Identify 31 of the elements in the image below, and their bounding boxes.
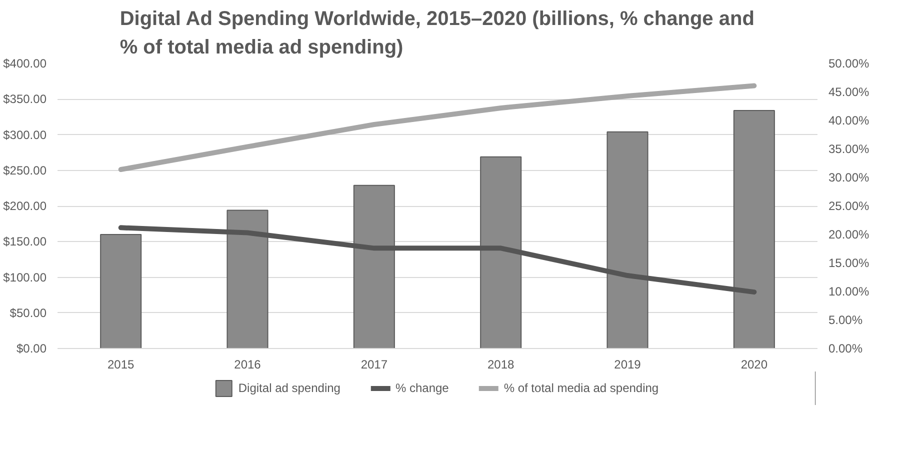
y-tick-label: $200.00 [3, 199, 47, 213]
legend-label: Digital ad spending [238, 381, 340, 395]
y2-tick-label: 45.00% [828, 85, 870, 99]
y-tick-label: $100.00 [3, 270, 47, 284]
y2-tick-label: 40.00% [828, 114, 870, 128]
x-tick-label: 2016 [234, 358, 262, 372]
y2-tick-label: 20.00% [828, 228, 870, 242]
y2-tick-label: 50.00% [828, 56, 870, 70]
y-tick-label: $350.00 [3, 92, 47, 106]
y2-tick-label: 0.00% [828, 342, 863, 356]
chart-title: Digital Ad Spending Worldwide, 2015–2020 (billions, % change and % of total media ad spending) [120, 8, 754, 58]
y-tick-label: $400.00 [3, 56, 47, 70]
y-tick-label: $250.00 [3, 163, 47, 178]
y-tick-label: $0.00 [16, 342, 47, 356]
y2-tick-label: 30.00% [828, 170, 870, 184]
x-tick-label: 2019 [614, 358, 642, 372]
y-tick-label: $150.00 [3, 234, 47, 249]
x-tick-label: 2020 [740, 358, 768, 372]
y2-tick-label: 35.00% [828, 142, 870, 156]
y-tick-label: $300.00 [3, 128, 47, 142]
legend-label: % of total media ad spending [504, 381, 659, 395]
legend-label: % change [395, 381, 449, 395]
y2-tick-label: 5.00% [828, 313, 863, 327]
bar [100, 234, 142, 348]
x-tick-label: 2017 [360, 358, 388, 372]
x-tick-label: 2018 [487, 358, 515, 372]
y-tick-label: $50.00 [10, 306, 47, 320]
y2-tick-label: 25.00% [828, 199, 870, 213]
x-tick-label: 2015 [107, 358, 135, 372]
y2-tick-label: 10.00% [828, 284, 870, 298]
y2-tick-label: 15.00% [828, 256, 870, 270]
